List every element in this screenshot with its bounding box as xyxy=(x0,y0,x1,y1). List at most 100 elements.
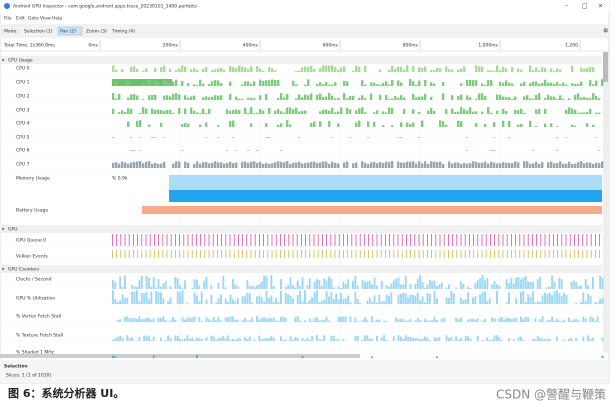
track-bar xyxy=(474,319,477,322)
track-label: CPU 2 xyxy=(16,94,30,100)
track-bar xyxy=(229,316,232,322)
track-bar xyxy=(548,320,551,322)
track-bar xyxy=(391,161,394,168)
menu-item[interactable]: Edit xyxy=(16,16,25,22)
track-bar xyxy=(406,65,409,72)
track-bar xyxy=(476,280,479,289)
v-scroll-thumb[interactable] xyxy=(603,52,608,82)
track-bar xyxy=(234,284,237,289)
track-bar xyxy=(258,319,261,322)
track-bar xyxy=(236,286,239,289)
track-bar xyxy=(112,355,114,358)
track-bar xyxy=(560,320,563,322)
gpu-slice xyxy=(288,250,290,258)
track-bar xyxy=(418,161,421,168)
track-bar xyxy=(178,68,181,72)
track-bar xyxy=(191,337,194,341)
h-scrollbar[interactable] xyxy=(0,354,360,358)
track-bar xyxy=(515,277,518,289)
mode-button[interactable]: Zoom (3) xyxy=(86,29,107,35)
track-bar xyxy=(406,122,409,127)
settings[interactable]: ⚙ xyxy=(603,28,608,35)
gpu-slice xyxy=(229,234,231,246)
track-bar xyxy=(188,317,191,322)
track-bar xyxy=(145,108,148,114)
track-bar xyxy=(258,283,261,289)
menu-item[interactable]: Goto xyxy=(28,16,39,22)
track-bar xyxy=(322,96,325,100)
track-bar xyxy=(484,84,487,86)
menu-item[interactable]: View xyxy=(40,16,51,22)
title-bar xyxy=(0,0,609,12)
track-bar xyxy=(433,280,436,289)
track-bar xyxy=(475,111,478,114)
mode-button[interactable]: Selection (1) xyxy=(24,29,53,35)
track-bar xyxy=(391,108,394,114)
track-bar xyxy=(478,162,481,168)
minimize[interactable]: – xyxy=(565,3,568,10)
section-title[interactable]: CPU Usage xyxy=(8,58,33,64)
track-bar xyxy=(289,163,292,168)
track-bar xyxy=(583,112,586,114)
gpu-slice xyxy=(149,250,151,258)
track-bar xyxy=(424,161,427,168)
track-bar xyxy=(358,108,361,114)
gpu-slice xyxy=(578,250,579,258)
track-bar xyxy=(154,94,157,100)
track-bar xyxy=(280,278,282,289)
track-bar xyxy=(500,316,503,322)
track-bar xyxy=(502,96,505,100)
track-bar xyxy=(418,80,421,86)
selection-title: Selection xyxy=(4,364,28,370)
track-bar xyxy=(490,70,493,72)
track-bar xyxy=(479,294,482,304)
track-bar xyxy=(523,112,526,114)
track-bar xyxy=(181,65,184,72)
gpu-slice xyxy=(519,234,521,246)
button-active[interactable] xyxy=(57,26,83,36)
gpu-slice xyxy=(263,234,264,246)
track-bar xyxy=(535,81,538,86)
ruler-label: 200ms xyxy=(163,43,179,49)
track-bar xyxy=(277,161,280,168)
gpu-slice xyxy=(464,250,466,258)
section-title[interactable]: GPU xyxy=(8,227,18,233)
track-bar xyxy=(196,355,198,358)
gpu-slice xyxy=(557,234,558,246)
track-bar xyxy=(154,162,157,168)
track-bar xyxy=(502,66,505,72)
track-bar xyxy=(457,339,460,341)
track-bar xyxy=(433,290,436,304)
track-label: Vulkan Events xyxy=(16,254,48,260)
track-bar xyxy=(568,107,571,114)
section-title[interactable]: GPU Counters xyxy=(8,267,40,273)
track-bar xyxy=(126,297,129,304)
mode-button[interactable]: Pan (2) xyxy=(60,29,76,35)
maximize[interactable]: □ xyxy=(582,3,588,10)
track-bar xyxy=(274,162,277,168)
track-bar xyxy=(376,302,378,304)
close[interactable]: × xyxy=(598,3,603,10)
track-bar xyxy=(382,82,385,86)
section-arrow[interactable]: ▾ xyxy=(2,59,5,64)
gpu-slice xyxy=(422,250,424,258)
v-scrollbar[interactable] xyxy=(603,52,608,352)
track-bar xyxy=(366,300,369,304)
track-bar xyxy=(340,107,343,114)
menu-item[interactable]: File xyxy=(4,16,12,22)
section-arrow[interactable]: ▾ xyxy=(2,268,5,273)
gpu-slice xyxy=(284,234,285,246)
menu-item[interactable]: Help xyxy=(52,16,62,22)
track-bar xyxy=(328,296,330,304)
track-bar xyxy=(112,279,114,289)
track-bar xyxy=(282,316,285,322)
section-arrow[interactable]: ▾ xyxy=(2,228,5,233)
track-bar xyxy=(558,277,561,289)
track-bar xyxy=(138,279,141,289)
track-bar xyxy=(565,163,568,168)
track-bar xyxy=(544,98,547,100)
track-bar xyxy=(196,161,199,168)
mode-button[interactable]: Timing (4) xyxy=(111,29,135,35)
track-bar xyxy=(541,82,544,86)
track-bar xyxy=(322,65,325,72)
